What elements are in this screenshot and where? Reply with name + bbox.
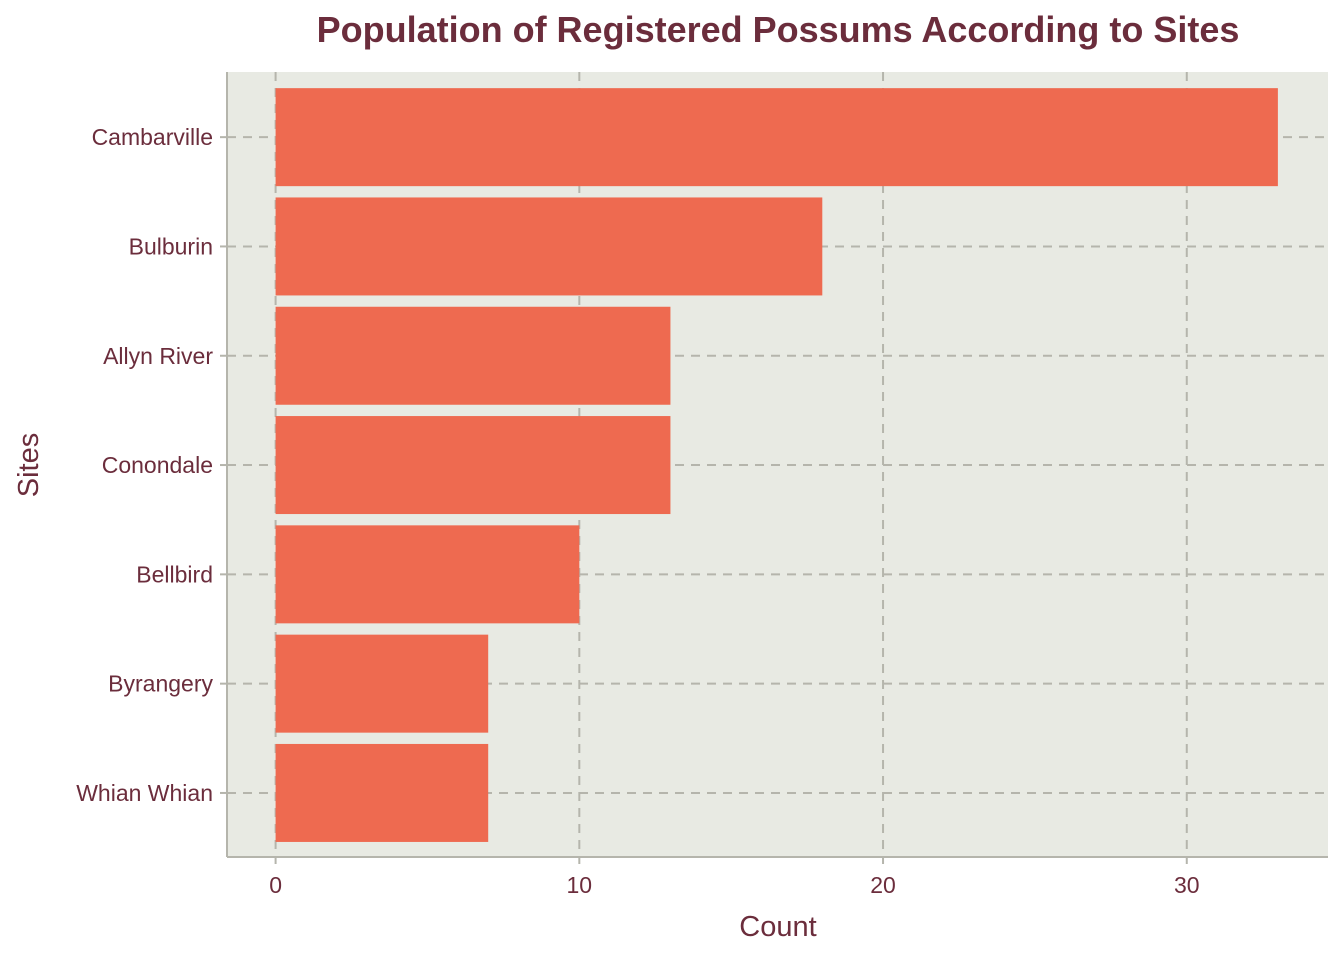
ticks-layer: Cambarville Bulburin Allyn River Conondale B… [76,124,1199,898]
x-tick-label: 0 [269,872,282,898]
bar-byrangery [275,634,489,733]
bars-layer [275,88,1278,842]
x-axis-label: Count [739,911,816,943]
y-tick-label: Cambarville [92,124,213,150]
y-tick-label: Allyn River [103,343,213,369]
y-tick-label: Byrangery [108,671,213,697]
bar-bellbird [275,525,580,624]
x-tick-label: 10 [567,872,593,898]
y-tick-label: Conondale [102,452,213,478]
x-tick-label: 20 [870,872,896,898]
bar-allyn-river [275,306,671,405]
y-tick-label: Whian Whian [76,780,213,806]
x-tick-label: 30 [1174,872,1200,898]
bar-conondale [275,416,671,515]
bar-cambarville [275,88,1278,187]
bar-bulburin [275,197,823,296]
y-axis-label: Sites [13,433,45,497]
bar-whian-whian [275,743,489,842]
y-tick-label: Bellbird [136,561,213,587]
y-tick-label: Bulburin [129,233,213,259]
chart-title: Population of Registered Possums Accordi… [317,9,1240,50]
